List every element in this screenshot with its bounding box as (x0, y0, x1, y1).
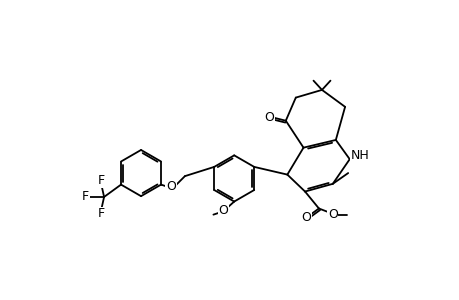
Text: O: O (327, 208, 337, 221)
Text: O: O (166, 180, 176, 194)
Text: O: O (218, 204, 228, 217)
Text: O: O (301, 211, 311, 224)
Text: O: O (263, 111, 273, 124)
Text: F: F (82, 190, 89, 203)
Text: F: F (97, 174, 104, 187)
Text: NH: NH (350, 149, 369, 162)
Text: F: F (97, 207, 104, 220)
